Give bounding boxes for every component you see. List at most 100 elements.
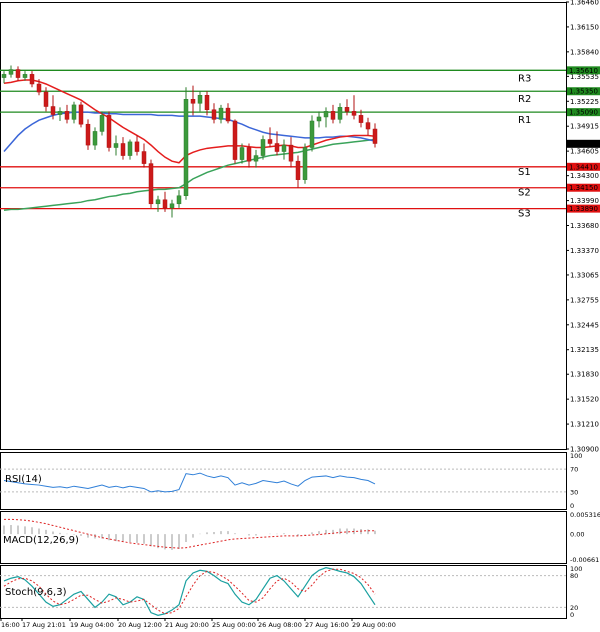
candle-body [183,99,189,197]
time-tick-label: 19 Aug 04:00 [70,621,114,629]
indicator-pane-border-1 [0,511,567,564]
candle-body [176,195,182,205]
macd-label: MACD(12,26,9) [3,535,79,546]
stoch-tick-label: 80 [570,572,578,580]
candle-body [64,111,70,120]
level-name-s2: S2 [518,188,531,199]
candle-body [190,99,196,104]
candle-body [288,144,294,162]
price-tick-label: 1.32135 [570,346,599,354]
time-tick-label: 16:00 [1,621,20,629]
price-tick-label: 1.33990 [570,197,599,205]
price-tick-label: 1.30900 [570,446,599,454]
time-tick-label: 27 Aug 16:00 [305,621,349,629]
candle-body [246,147,252,162]
level-name-r3: R3 [518,73,531,84]
current-price-tag [567,139,600,148]
rsi-tick-label: 30 [570,488,578,496]
candle-body [148,163,154,205]
candle-body [36,83,42,93]
candle-body [204,95,210,110]
rsi-label: RSI(14) [5,474,42,485]
price-tick-label: 1.35840 [570,48,599,56]
price-tick-label: 1.35535 [570,73,599,81]
level-price-tag [567,183,600,192]
level-price-label: 1.34410 [569,163,598,171]
candle-body [211,109,217,120]
current-price-label: 1.34696 [569,140,598,148]
candle-body [267,139,273,144]
level-price-tag [567,66,600,75]
price-tick-label: 1.32755 [570,296,599,304]
level-price-label: 1.35350 [569,88,598,96]
stoch-d-line [3,568,376,615]
level-price-label: 1.35090 [569,109,598,117]
candle-body [85,123,91,146]
macd-tick-label: 0.005316 [570,511,600,519]
indicator-pane-border-2 [0,565,567,619]
candle-body [358,115,364,123]
price-tick-label: 1.35225 [570,98,599,106]
candle-body [92,131,98,146]
price-tick-label: 1.31520 [570,396,599,404]
price-tick-label: 1.34300 [570,172,599,180]
candle-body [281,144,287,152]
price-tick-label: 1.34915 [570,123,599,131]
rsi-tick-label: 100 [570,452,582,460]
candle-body [302,147,308,180]
candle-body [1,74,7,78]
candle-body [218,107,224,120]
time-tick-label: 21 Aug 20:00 [165,621,209,629]
candle-body [309,120,315,148]
candle-body [351,111,357,116]
price-tick-label: 1.32445 [570,321,599,329]
macd-tick-label: 0.00 [570,531,584,539]
level-price-tag [567,162,600,171]
candle-body [106,115,112,148]
stoch-k-line [3,567,376,616]
time-tick-label: 17 Aug 21:01 [22,621,66,629]
candle-body [323,111,329,118]
level-price-tag [567,204,600,213]
candle-body [169,203,175,209]
candle-body [15,69,21,78]
candle-body [225,107,231,122]
candle-body [127,141,133,156]
level-price-tag [567,87,600,96]
candle-body [197,95,203,104]
candle-body [232,120,238,160]
level-price-label: 1.34150 [569,184,598,192]
level-price-label: 1.33890 [569,205,598,213]
macd-signal-line [4,518,375,549]
ma-green-line [3,138,376,211]
candle-body [337,107,343,120]
price-tick-label: 1.31830 [570,371,599,379]
candle-body [134,141,140,152]
macd-tick-label: -0.006611 [570,556,600,564]
candle-body [71,104,77,120]
time-tick-label: 26 Aug 08:00 [258,621,302,629]
stoch-tick-label: 100 [570,565,582,573]
candle-body [295,160,301,180]
candle-body [253,155,259,162]
stoch-tick-label: 20 [570,604,578,612]
candle-body [260,139,266,156]
price-tick-label: 1.33065 [570,271,599,279]
candle-body [57,111,63,115]
rsi-line [3,472,376,493]
level-name-s1: S1 [518,167,531,178]
level-price-label: 1.35610 [569,67,598,75]
candle-body [141,151,147,164]
price-tick-label: 1.33370 [570,247,599,255]
candle-body [155,199,161,205]
main-pane-border [0,2,567,450]
candle-body [43,91,49,107]
candle-body [316,116,322,122]
level-price-tag [567,108,600,117]
price-tick-label: 1.36150 [570,23,599,31]
candle-body [239,147,245,160]
price-tick-label: 1.36460 [570,0,599,7]
rsi-tick-label: 70 [570,466,578,474]
stoch-tick-label: 0 [570,611,574,619]
